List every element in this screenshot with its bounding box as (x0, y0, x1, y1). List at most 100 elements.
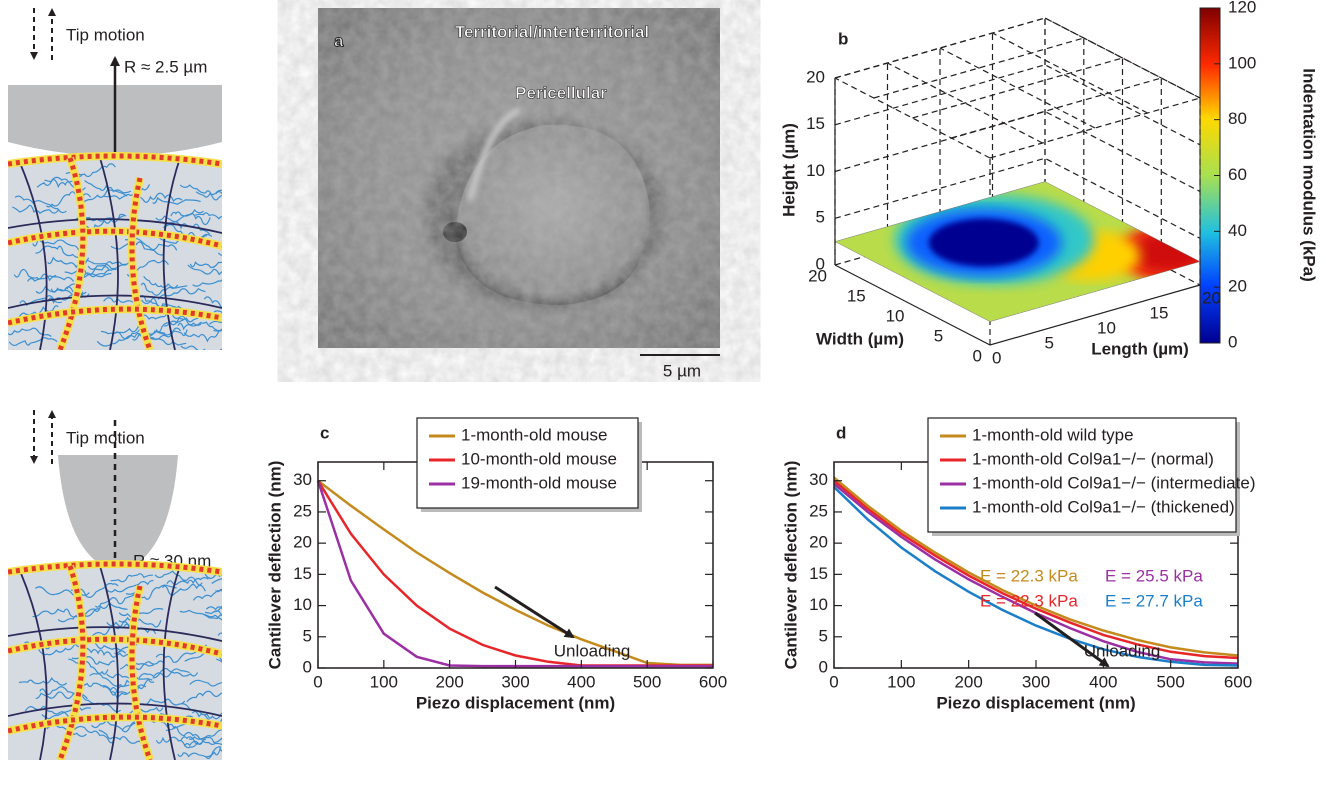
fibril (119, 660, 165, 671)
collagen-fiber (99, 157, 119, 350)
box-gridline (834, 17, 1046, 79)
y-tick-label: 25 (293, 501, 312, 520)
box-gridline (992, 32, 1148, 114)
y-tick-label: 5 (819, 626, 828, 645)
width-tick-label: 15 (847, 286, 866, 305)
fibril (177, 746, 222, 760)
fibril (204, 573, 222, 579)
legend-label: 10-month-old mouse (461, 449, 617, 468)
fibril (155, 736, 199, 747)
fibril (89, 673, 134, 688)
y-tick-label: 20 (809, 533, 828, 552)
y-axis-label: Cantilever deflection (nm) (781, 461, 800, 670)
fibril (34, 586, 90, 597)
data-line (833, 476, 1239, 657)
fibril (188, 735, 222, 744)
fibril (155, 208, 204, 223)
collagen-fiber (8, 626, 222, 642)
axis (834, 264, 1201, 346)
pericellular-beads (8, 306, 222, 326)
x-tick-label: 500 (633, 672, 661, 691)
caption: Tip motion (66, 25, 145, 44)
y-tick-label: 5 (303, 626, 312, 645)
fibril (165, 726, 207, 741)
legend-label: 1-month-old mouse (461, 425, 607, 444)
x-tick-label: 0 (313, 672, 322, 691)
pericellular-beads (57, 157, 86, 350)
fibril (82, 647, 127, 658)
tissue (8, 560, 222, 760)
annotation-arrow (1034, 611, 1110, 668)
x-axis-label: Piezo displacement (nm) (416, 693, 615, 712)
y-tick-label: 10 (293, 595, 312, 614)
fibril (84, 179, 128, 197)
length-tick-label: 15 (1150, 303, 1169, 322)
pericellular-beads (129, 177, 153, 350)
fibril (217, 252, 222, 256)
fibril (192, 589, 222, 601)
fibril (194, 212, 222, 220)
colorbar-tick-label: 120 (1228, 0, 1256, 16)
box-gridline (873, 37, 1084, 99)
x-tick-label: 300 (501, 672, 529, 691)
illustration-bottom: Tip motion R ≈ 30 nm (8, 410, 222, 760)
box-gridline (939, 47, 1096, 129)
collagen-fiber (19, 162, 48, 350)
colorbar-tick-label: 40 (1228, 221, 1247, 240)
collagen-fiber (8, 702, 222, 717)
fibril (32, 608, 78, 618)
fibril (143, 275, 188, 289)
legend-label: 19-month-old mouse (461, 473, 617, 492)
height-tick-label: 0 (816, 254, 825, 273)
fibril (189, 679, 222, 687)
fibril (100, 323, 145, 335)
caption: Tip motion (66, 428, 145, 447)
colorbar-tick-label: 20 (1228, 277, 1247, 296)
fibril (103, 184, 151, 200)
fibril (132, 327, 182, 341)
fibril (206, 746, 222, 758)
y-tick-label: 20 (293, 533, 312, 552)
x-tick-label: 100 (370, 672, 398, 691)
line-chart: 0 100 200 300 400 500 600 0 5 10 15 20 25 30 Piezo dis… (781, 417, 1255, 712)
fibril (183, 328, 222, 343)
panel-label: d (836, 423, 846, 442)
fibril (68, 658, 109, 675)
length-tick-label: 0 (992, 348, 1001, 367)
height-tick-label: 15 (806, 114, 825, 133)
surface-outline (834, 181, 1201, 322)
y-axis-label: Cantilever deflection (nm) (265, 461, 284, 670)
annotation: E = 22.3 kPa (980, 566, 1078, 585)
annotation: Unloading (1084, 641, 1161, 660)
box-gridline (1044, 17, 1201, 99)
fibril (140, 282, 179, 296)
width-tick-label: 5 (934, 326, 943, 345)
fibril (66, 272, 112, 290)
collagen-fiber (162, 565, 181, 760)
box-gridline (951, 77, 1162, 139)
legend-label: 1-month-old Col9a1−/− (intermediate) (972, 473, 1255, 492)
fibril (66, 725, 115, 744)
fibril (113, 327, 166, 340)
fibril (39, 722, 87, 737)
height-tick-label: 20 (806, 67, 825, 86)
panel-label: b (838, 29, 848, 48)
sem-texture (318, 8, 720, 348)
box-gridline (834, 17, 1201, 99)
x-tick-label: 200 (954, 672, 982, 691)
fibril (110, 240, 164, 256)
fibril (8, 337, 58, 347)
pericellular-beads (8, 228, 222, 249)
fibril (35, 691, 80, 699)
x-axis-label: Piezo displacement (nm) (936, 693, 1135, 712)
colorbar-tick-label: 100 (1228, 53, 1256, 72)
fibril (192, 279, 222, 287)
fibril (96, 332, 142, 347)
box-gridline (834, 110, 1201, 193)
fibril (105, 579, 154, 593)
length-tick-label: 5 (1045, 333, 1054, 352)
pericellular-beads (8, 714, 222, 734)
fibril (216, 658, 222, 663)
y-tick-label: 25 (809, 501, 828, 520)
line-chart: 0 100 200 300 400 500 600 0 5 10 15 20 25 30 Piezo dis… (265, 417, 727, 712)
